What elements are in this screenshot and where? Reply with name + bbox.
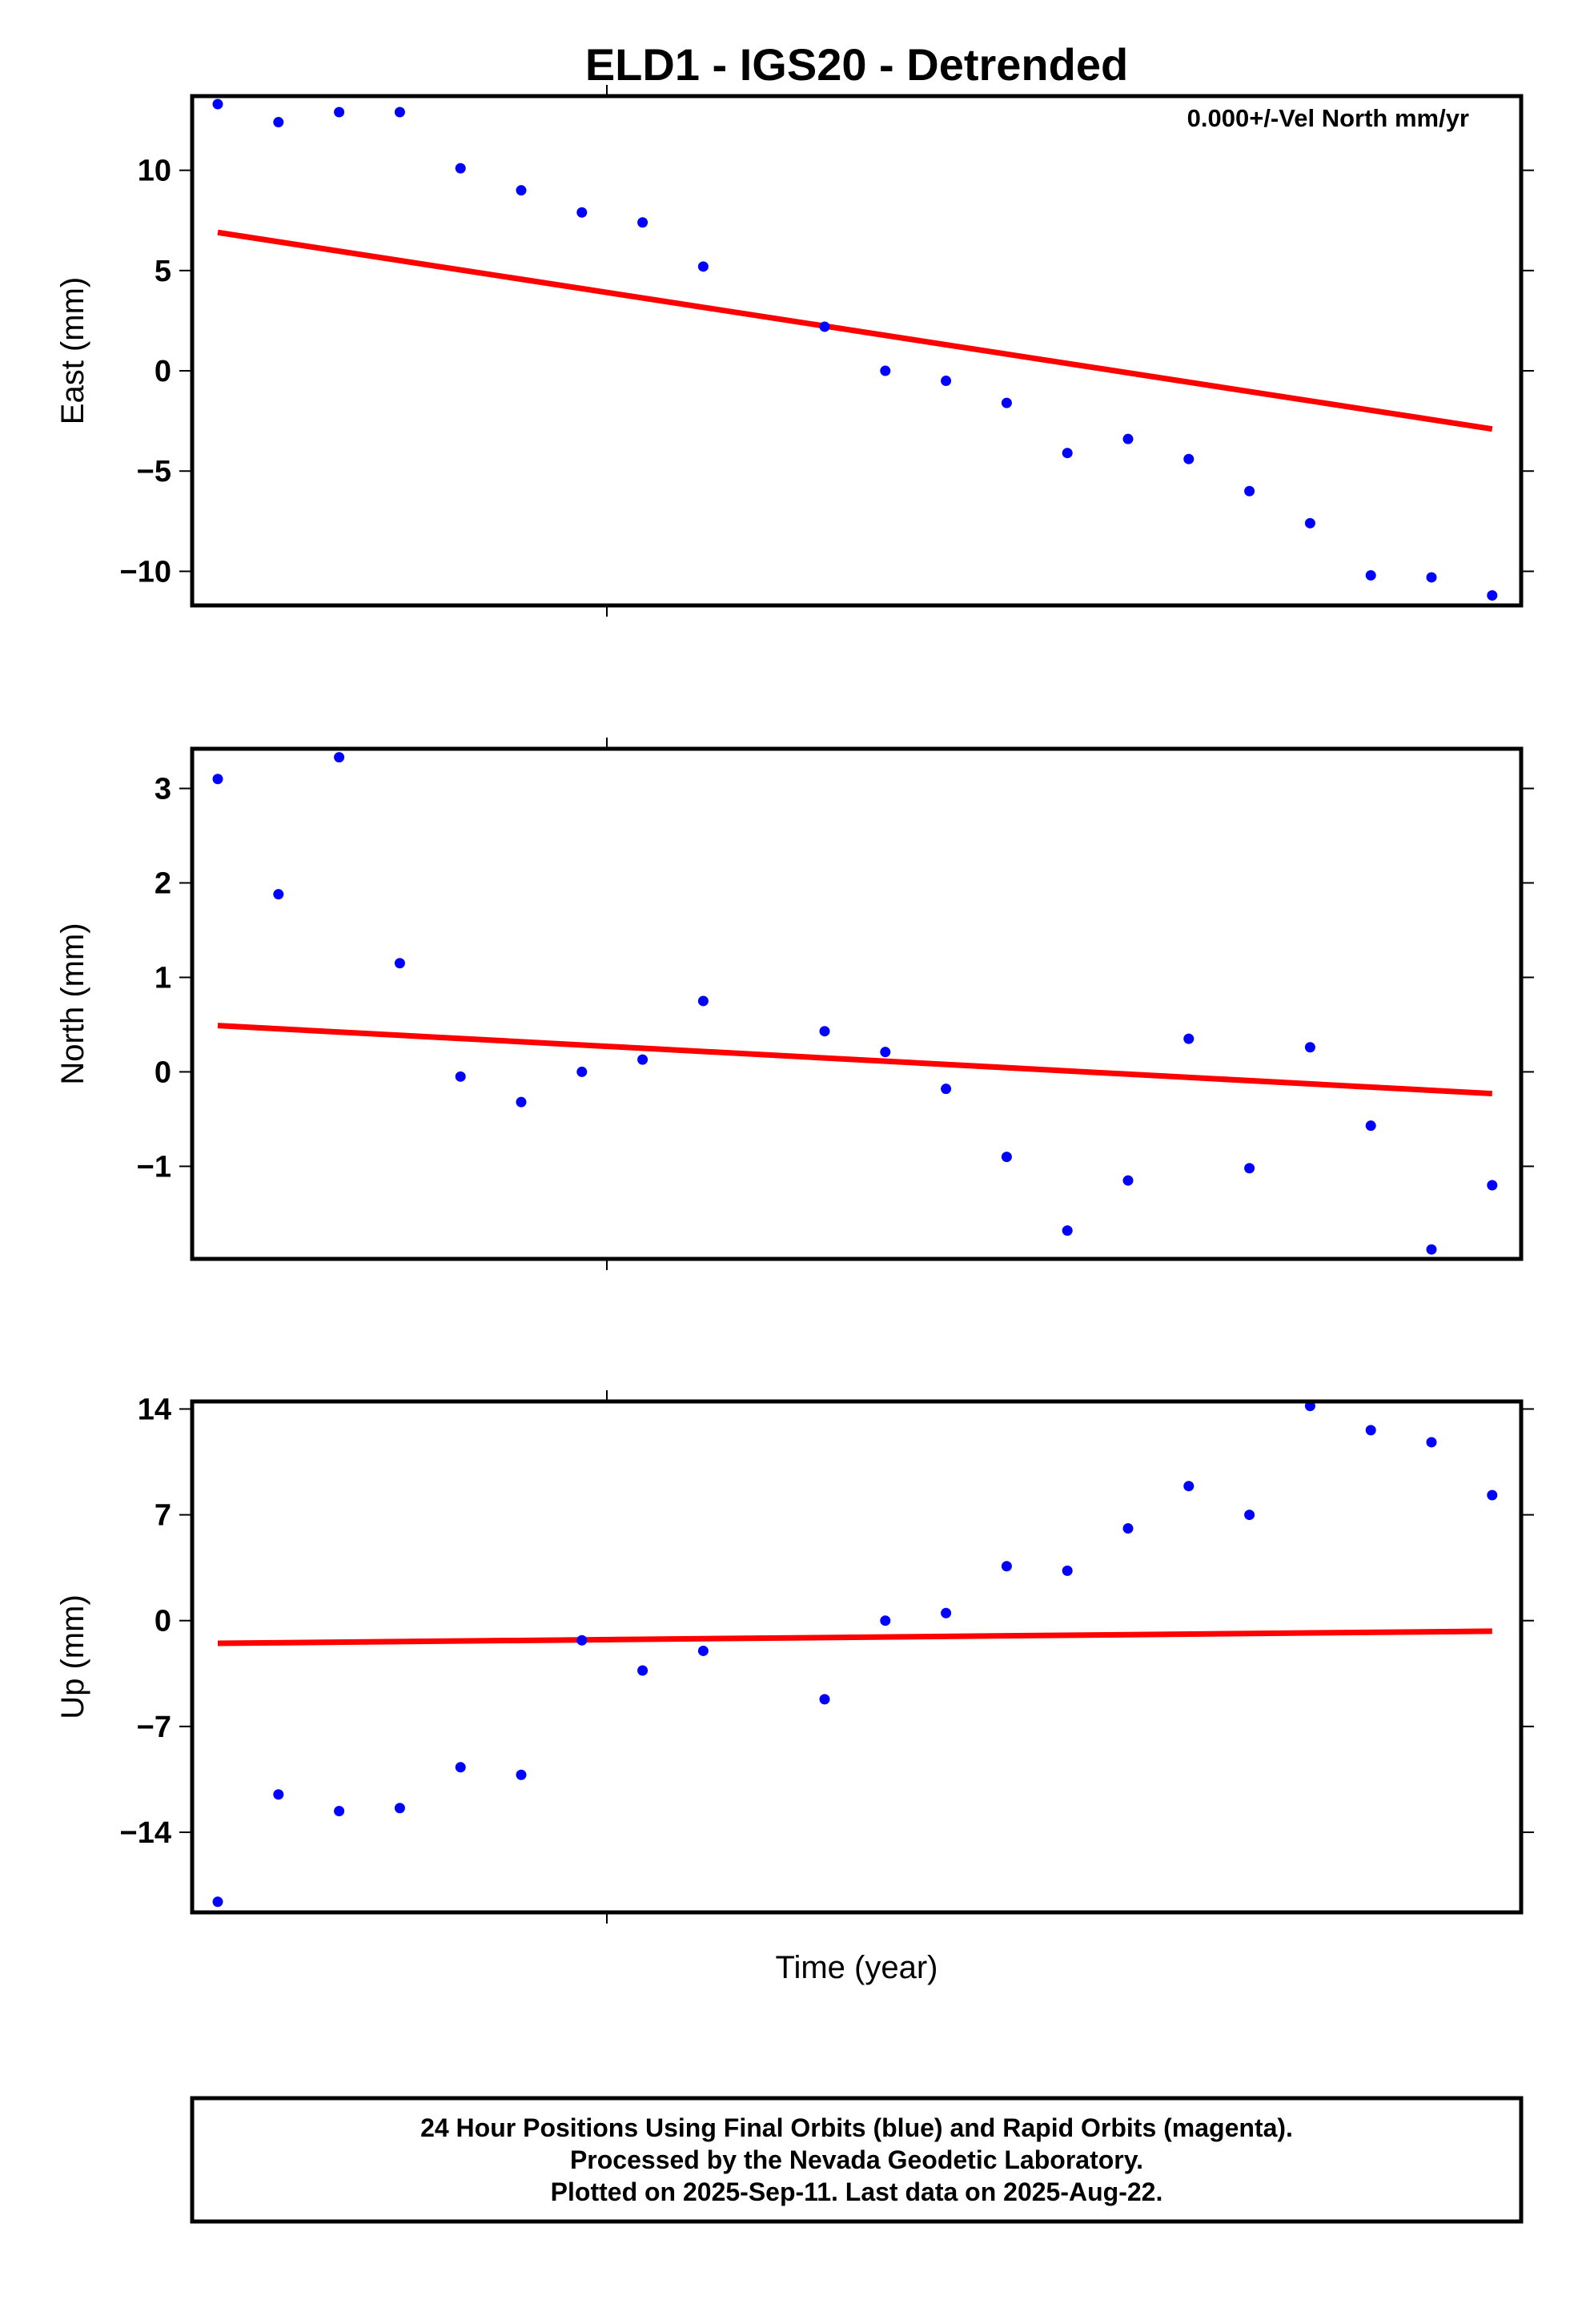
east-data-point [697,261,709,272]
north-data-point [637,1054,648,1065]
north-data-point [1062,1225,1073,1236]
east-data-point [1365,569,1376,581]
north-data-point [1365,1120,1376,1132]
up-data-point [1365,1425,1376,1436]
up-data-point [941,1607,952,1618]
north-data-point [394,958,405,969]
east-data-point [1183,453,1195,464]
north-y-axis-title: North (mm) [55,923,90,1084]
north-plot-frame [190,746,1524,1261]
footer-line-1: 24 Hour Positions Using Final Orbits (bl… [420,2113,1293,2142]
up-data-point [1244,1510,1255,1521]
north-data-point [212,774,223,785]
north-data-point [697,995,709,1007]
up-data-point [1183,1481,1195,1492]
footer-frame [190,2096,1524,2224]
east-data-point [273,117,284,128]
east-y-tick-label: 10 [138,155,171,188]
x-axis-title: Time (year) [776,1950,938,1985]
up-y-tick-label: −7 [137,1711,171,1744]
north-y-tick-label: 2 [155,867,171,901]
up-data-point [697,1645,709,1656]
north-data-point [880,1047,891,1058]
up-data-point [1122,1523,1134,1534]
east-data-point [1122,433,1134,444]
north-data-point [1304,1042,1315,1053]
north-y-tick-label: 3 [155,773,171,806]
north-data-point [455,1071,466,1082]
north-data-point [1426,1244,1437,1255]
up-data-point [1487,1490,1498,1501]
east-data-point [1244,485,1255,497]
east-panel: 10 5 0 −5 −10 East (mm) [55,85,1534,617]
up-data-point [1001,1561,1012,1572]
east-y-tick-label: −5 [137,455,171,489]
up-data-point [1062,1565,1073,1576]
north-data-point [819,1026,830,1037]
north-data-point [1001,1152,1012,1163]
north-y-tick-label: 1 [155,961,171,995]
north-data-point [941,1084,952,1095]
footer-line-2: Processed by the Nevada Geodetic Laborat… [570,2145,1143,2174]
north-data-point [273,889,284,900]
east-y-tick-label: 0 [155,355,171,388]
up-y-tick-label: −14 [120,1816,171,1850]
east-data-point [819,321,830,332]
east-data-point [394,107,405,118]
east-data-point [1001,397,1012,408]
north-panel: 3 2 1 0 −1 North (mm) [55,738,1534,1270]
north-y-tick-label: 0 [155,1055,171,1089]
north-data-point [1183,1033,1195,1044]
up-trend-line [217,1628,1492,1647]
north-data-point [1244,1163,1255,1174]
north-data-point [1122,1175,1134,1186]
east-data-point [1304,517,1315,529]
north-data-point [576,1066,588,1077]
up-y-tick-label: 0 [155,1605,171,1638]
up-data-point [1426,1437,1437,1448]
east-data-point [1487,589,1498,601]
east-data-point [880,365,891,376]
east-y-tick-label: 5 [155,255,171,288]
up-data-point [273,1789,284,1800]
up-data-point [455,1762,466,1773]
north-data-point [516,1096,527,1108]
east-data-point [455,163,466,174]
velocity-annotation: 0.000+/-Vel North mm/yr [1187,104,1469,132]
up-data-point [394,1803,405,1814]
up-data-point [516,1769,527,1780]
up-plot-frame [190,1399,1524,1915]
up-data-point [334,1806,345,1817]
north-y-tick-label: −1 [137,1150,171,1184]
footer-box: 24 Hour Positions Using Final Orbits (bl… [190,2096,1524,2224]
east-data-point [212,99,223,110]
east-y-axis-title: East (mm) [55,277,90,424]
east-data-point [576,207,588,218]
east-y-tick-label: −10 [120,555,171,589]
east-data-point [516,185,527,196]
up-panel: 14 7 0 −7 −14 Up (mm) [55,1390,1534,1924]
east-data-point [334,107,345,118]
east-data-point [637,217,648,228]
up-data-point [880,1615,891,1626]
north-data-point [334,752,345,763]
east-data-point [1062,448,1073,459]
chart-title: ELD1 - IGS20 - Detrended [585,39,1128,90]
north-data-point [1487,1180,1498,1191]
north-trend-line [217,1023,1492,1097]
east-plot-frame [190,94,1524,608]
footer-line-3: Plotted on 2025-Sep-11. Last data on 202… [551,2177,1163,2206]
up-y-axis-title: Up (mm) [55,1594,90,1719]
east-data-point [941,376,952,387]
up-data-point [576,1634,588,1646]
east-data-point [1426,572,1437,583]
up-data-point [212,1896,223,1908]
up-y-tick-label: 7 [155,1499,171,1533]
up-y-tick-label: 14 [138,1393,171,1426]
up-data-point [819,1694,830,1705]
up-data-point [637,1665,648,1676]
east-trend-line [217,229,1493,432]
